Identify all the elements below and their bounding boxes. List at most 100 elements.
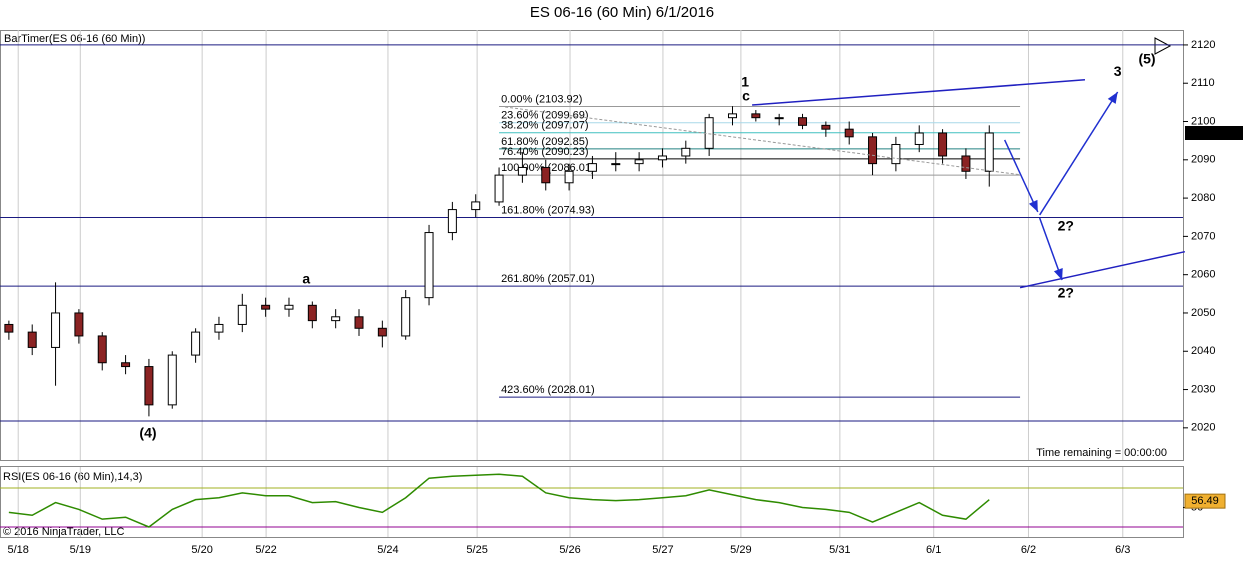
y-tick-label: 2060 [1191, 269, 1215, 281]
candle-body [798, 117, 808, 126]
candle-body [657, 155, 667, 161]
candle-body [868, 136, 878, 165]
rsi-last-box [1184, 493, 1226, 509]
rsi-last-label: 56.49 [1191, 495, 1219, 507]
candle-body [774, 117, 784, 120]
candle-body [74, 312, 84, 337]
candle-body [821, 124, 831, 130]
candle-body [27, 331, 37, 348]
candle-body [237, 304, 247, 325]
wave-label: a [302, 271, 310, 287]
fib-label: 23.60% (2099.69) [501, 110, 588, 122]
candle-body [377, 327, 387, 337]
candle-body [587, 163, 597, 172]
arrow [1003, 139, 1039, 213]
candle-body [331, 316, 341, 322]
candle-body [681, 147, 691, 157]
rsi-line [8, 473, 990, 528]
trend-line [1019, 250, 1186, 289]
candle-body [97, 335, 107, 364]
wave-label: (5) [1138, 51, 1155, 67]
candle-body [167, 354, 177, 406]
x-tick-label: 6/2 [1021, 544, 1036, 556]
last-price-box [1185, 126, 1243, 141]
candle-body [984, 132, 994, 172]
y-tick-label: 2100 [1191, 115, 1215, 127]
y-tick-label: 2120 [1191, 39, 1215, 51]
y-tick-label: 2080 [1191, 192, 1215, 204]
candle-body [121, 362, 131, 368]
fib-label: 261.80% (2057.01) [501, 273, 595, 285]
x-tick-label: 5/25 [466, 544, 487, 556]
arrow-head [1053, 268, 1063, 281]
wave-label: 2? [1058, 218, 1074, 234]
x-tick-label: 6/1 [926, 544, 941, 556]
candle-body [144, 366, 154, 406]
y-tick-label: 2090 [1191, 154, 1215, 166]
y-tick-label: 2110 [1191, 77, 1215, 89]
trend-line [505, 106, 1021, 176]
wave-label: 2? [1058, 285, 1074, 301]
candle-body [307, 304, 317, 322]
x-tick-label: 5/29 [730, 544, 751, 556]
timer-icon [1154, 37, 1172, 55]
fib-label: 61.80% (2092.85) [501, 136, 588, 148]
x-tick-label: 5/19 [70, 544, 91, 556]
candle-body [564, 170, 574, 184]
x-tick-label: 5/26 [559, 544, 580, 556]
fib-label: 0.00% (2103.92) [501, 93, 582, 105]
x-tick-label: 5/20 [191, 544, 212, 556]
candle-body [611, 163, 621, 166]
candle-body [494, 174, 504, 203]
copyright: © 2016 NinjaTrader, LLC [3, 526, 124, 538]
candle-body [751, 113, 761, 119]
x-tick-label: 5/27 [652, 544, 673, 556]
fib-label: 423.60% (2028.01) [501, 384, 595, 396]
candle-body [517, 166, 527, 176]
candle-body [401, 297, 411, 337]
candle-body [284, 304, 294, 310]
trend-line [752, 79, 1086, 106]
x-tick-label: 5/18 [7, 544, 28, 556]
chart-title: ES 06-16 (60 Min) 6/1/2016 [530, 4, 714, 21]
candle-body [51, 312, 61, 348]
price-panel [0, 30, 1184, 461]
candle-body [4, 323, 14, 333]
timer-text: Time remaining = 00:00:00 [1036, 447, 1167, 459]
y-tick-label: 2050 [1191, 307, 1215, 319]
candle-body [214, 323, 224, 333]
candle-body [354, 316, 364, 329]
y-tick-label: 2040 [1191, 345, 1215, 357]
candle-body [914, 132, 924, 145]
candle-body [424, 232, 434, 299]
candle-body [634, 159, 644, 165]
wave-label: 1 [741, 74, 749, 90]
arrow-head [1107, 92, 1118, 104]
candle-body [261, 304, 271, 310]
candle-body [471, 201, 481, 211]
fib-label: 161.80% (2074.93) [501, 204, 595, 216]
arrow [1039, 91, 1119, 216]
x-tick-label: 6/3 [1115, 544, 1130, 556]
fib-label: 38.20% (2097.07) [501, 120, 588, 132]
x-tick-label: 5/24 [377, 544, 398, 556]
candle-body [891, 143, 901, 165]
fib-label: 76.40% (2090.23) [501, 146, 588, 158]
x-tick-label: 5/31 [829, 544, 850, 556]
rsi-label: RSI(ES 06-16 (60 Min),14,3) [3, 471, 142, 483]
candle-body [727, 113, 737, 119]
candle-body [844, 128, 854, 138]
y-tick-label: 2070 [1191, 230, 1215, 242]
candle-body [447, 209, 457, 234]
wave-label: 3 [1114, 63, 1122, 79]
candle-body [961, 155, 971, 172]
y-tick-label: 2030 [1191, 383, 1215, 395]
candle-body [191, 331, 201, 356]
x-tick-label: 5/22 [255, 544, 276, 556]
last-price-label: 2097.00 [1194, 127, 1234, 139]
indicator-label: BarTimer(ES 06-16 (60 Min)) [4, 33, 145, 45]
wave-label: (4) [139, 425, 156, 441]
arrow-head [1028, 199, 1038, 212]
wave-label: c [742, 88, 750, 104]
